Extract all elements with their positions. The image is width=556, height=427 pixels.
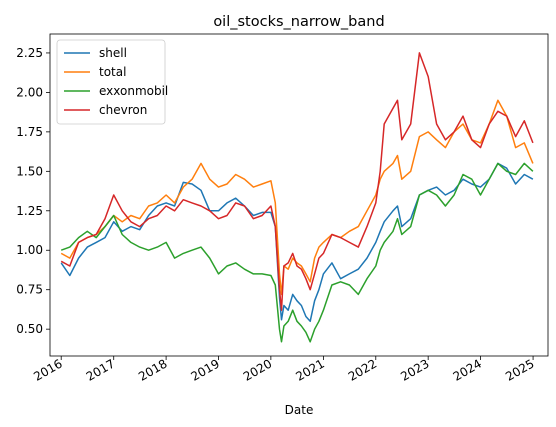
series-layer	[60, 52, 534, 343]
series-line-shell	[60, 162, 534, 323]
x-axis-label: Date	[285, 403, 314, 417]
x-tick-label: 2024	[451, 356, 484, 383]
x-tick-label: 2019	[189, 356, 222, 383]
legend-box	[56, 39, 166, 125]
y-tick-label: 1.00	[16, 243, 43, 257]
x-tick-label: 2025	[503, 356, 536, 383]
y-axis: 0.50 0.75 1.00 1.25 1.50 1.75 2.00 2.25	[16, 46, 50, 336]
x-tick-label: 2018	[136, 356, 169, 383]
plot-frame	[49, 33, 549, 357]
x-tick-label: 2020	[241, 356, 274, 383]
x-tick-label: 2023	[398, 356, 431, 383]
legend-label-shell: shell	[99, 46, 127, 60]
y-tick-label: 2.00	[16, 85, 43, 99]
x-tick-label: 2017	[84, 356, 117, 383]
series-line-chevron	[60, 52, 534, 311]
y-tick-label: 0.75	[16, 283, 43, 297]
y-tick-label: 1.50	[16, 164, 43, 178]
legend-label-total: total	[99, 65, 126, 79]
y-tick-label: 2.25	[16, 46, 43, 60]
legend-label-exxonmobil: exxonmobil	[99, 84, 168, 98]
x-tick-label: 2016	[31, 356, 64, 383]
x-axis: 2016 2017 2018 2019 2020 2021 2022 2023 2024 2025	[31, 356, 537, 384]
series-line-exxonmobil	[60, 162, 534, 343]
chart-title: oil_stocks_narrow_band	[213, 14, 384, 30]
x-tick-label: 2022	[346, 356, 379, 383]
x-tick-label: 2021	[293, 356, 326, 383]
y-tick-label: 1.75	[16, 125, 43, 139]
y-tick-label: 0.50	[16, 322, 43, 336]
legend: shell total exxonmobil chevron	[56, 39, 168, 125]
y-tick-label: 1.25	[16, 204, 43, 218]
legend-label-chevron: chevron	[99, 103, 147, 117]
series-line-total	[60, 99, 534, 296]
